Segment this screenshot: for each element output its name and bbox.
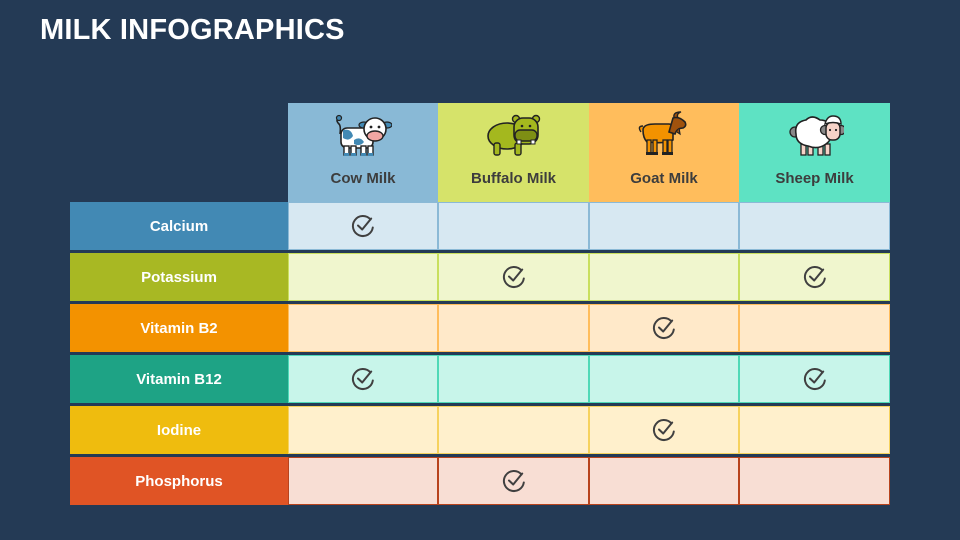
- row-label-vitamin-b12: Vitamin B12: [70, 355, 288, 403]
- row-label-vitamin-b2: Vitamin B2: [70, 304, 288, 352]
- table-cell: [739, 253, 890, 301]
- check-circle-icon: [502, 470, 525, 492]
- table-cell: [438, 202, 589, 250]
- table-cell: [589, 253, 739, 301]
- column-header-cow-milk: Cow Milk: [288, 103, 438, 202]
- cow-icon: [334, 110, 393, 160]
- check-circle-icon: [652, 419, 675, 441]
- row-label-phosphorus: Phosphorus: [70, 457, 288, 505]
- table-cell: [589, 355, 739, 403]
- row-label-calcium: Calcium: [70, 202, 288, 250]
- check-circle-icon: [803, 266, 826, 288]
- table-cell: [438, 457, 589, 505]
- table-cell: [589, 457, 739, 505]
- table-cell: [288, 304, 438, 352]
- table-cell: [589, 202, 739, 250]
- table-cell: [438, 406, 589, 454]
- row-label-potassium: Potassium: [70, 253, 288, 301]
- check-circle-icon: [351, 215, 374, 237]
- column-header-label: Cow Milk: [330, 170, 396, 187]
- column-header-goat-milk: Goat Milk: [589, 103, 739, 202]
- table-cell: [288, 253, 438, 301]
- column-header-label: Sheep Milk: [775, 170, 854, 187]
- check-circle-icon: [803, 368, 826, 390]
- column-header-sheep-milk: Sheep Milk: [739, 103, 890, 202]
- table-cell: [589, 406, 739, 454]
- table-cell: [288, 202, 438, 250]
- sheep-icon: [786, 110, 846, 160]
- column-header-label: Goat Milk: [630, 170, 698, 187]
- check-circle-icon: [502, 266, 525, 288]
- table-cell: [288, 355, 438, 403]
- row-label-iodine: Iodine: [70, 406, 288, 454]
- column-header-label: Buffalo Milk: [471, 170, 556, 187]
- table-cell: [438, 304, 589, 352]
- table-cell: [739, 304, 890, 352]
- check-circle-icon: [351, 368, 374, 390]
- check-circle-icon: [652, 317, 675, 339]
- table-cell: [739, 457, 890, 505]
- table-cell: [589, 304, 739, 352]
- table-cell: [288, 457, 438, 505]
- table-cell: [438, 253, 589, 301]
- table-cell: [739, 202, 890, 250]
- table-cell: [739, 406, 890, 454]
- column-header-buffalo-milk: Buffalo Milk: [438, 103, 589, 202]
- goat-icon: [635, 110, 693, 160]
- page-title: MILK INFOGRAPHICS: [40, 14, 345, 46]
- table-cell: [739, 355, 890, 403]
- buffalo-icon: [485, 110, 543, 160]
- table-cell: [438, 355, 589, 403]
- table-cell: [288, 406, 438, 454]
